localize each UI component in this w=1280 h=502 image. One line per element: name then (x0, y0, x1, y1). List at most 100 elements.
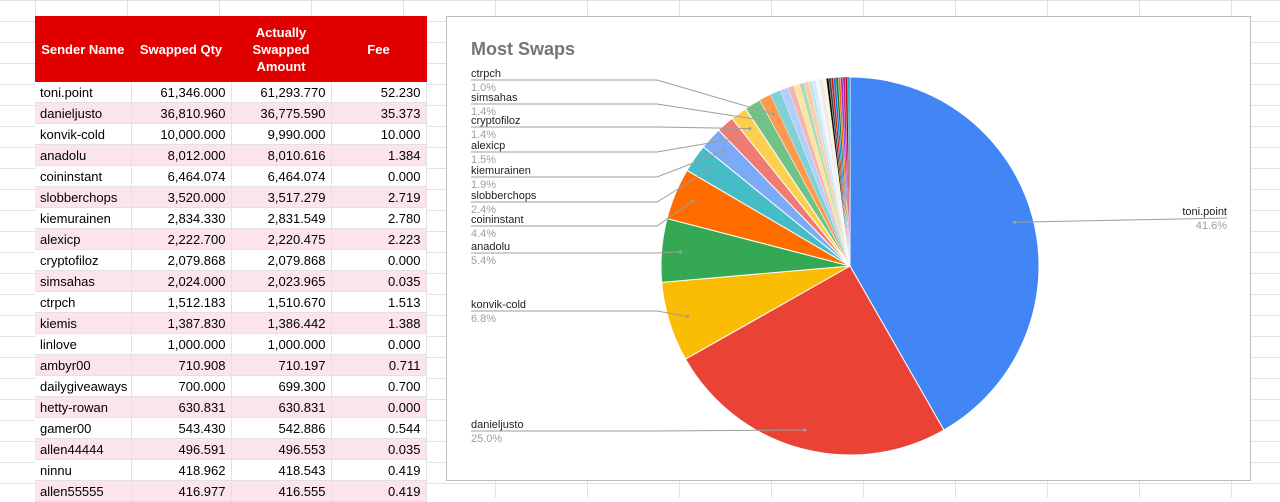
cell-actual-amount[interactable]: 496.553 (231, 438, 332, 460)
cell-actual-amount[interactable]: 710.197 (231, 354, 332, 376)
cell-sender-name[interactable]: ctrpch (35, 291, 132, 313)
cell-fee[interactable]: 0.035 (331, 270, 427, 292)
pie-chart-panel[interactable]: Most Swaps toni.point 41.6% danieljusto 25.… (446, 16, 1251, 481)
cell-actual-amount[interactable]: 8,010.616 (231, 144, 332, 166)
cell-actual-amount[interactable]: 416.555 (231, 480, 332, 502)
cell-sender-name[interactable]: allen44444 (35, 438, 132, 460)
cell-fee[interactable]: 0.035 (331, 438, 427, 460)
cell-sender-name[interactable]: toni.point (35, 82, 132, 103)
cell-swapped-qty[interactable]: 543.430 (131, 417, 232, 439)
leader-line (471, 79, 774, 115)
table-row: ninnu 418.962 418.543 0.419 (35, 459, 427, 481)
cell-fee[interactable]: 0.419 (331, 480, 427, 502)
leader-line (471, 126, 750, 130)
cell-sender-name[interactable]: linlove (35, 333, 132, 355)
pie-slice-toni.point[interactable] (849, 76, 1040, 431)
cell-sender-name[interactable]: cryptofiloz (35, 249, 132, 271)
cell-sender-name[interactable]: gamer00 (35, 417, 132, 439)
header-swapped-qty[interactable]: Swapped Qty (131, 16, 232, 82)
slice-percent-label: 1.5% (471, 154, 496, 166)
leader-dot (803, 428, 807, 432)
cell-actual-amount[interactable]: 630.831 (231, 396, 332, 418)
cell-actual-amount[interactable]: 2,831.549 (231, 207, 332, 229)
table-header-row: Sender Name Swapped Qty Actually Swapped… (35, 16, 427, 82)
cell-sender-name[interactable]: kiemurainen (35, 207, 132, 229)
cell-swapped-qty[interactable]: 700.000 (131, 375, 232, 397)
cell-swapped-qty[interactable]: 1,000.000 (131, 333, 232, 355)
cell-swapped-qty[interactable]: 2,834.330 (131, 207, 232, 229)
cell-actual-amount[interactable]: 1,000.000 (231, 333, 332, 355)
cell-actual-amount[interactable]: 1,510.670 (231, 291, 332, 313)
cell-swapped-qty[interactable]: 6,464.074 (131, 165, 232, 187)
cell-actual-amount[interactable]: 418.543 (231, 459, 332, 481)
cell-fee[interactable]: 0.544 (331, 417, 427, 439)
cell-sender-name[interactable]: coininstant (35, 165, 132, 187)
cell-fee[interactable]: 2.719 (331, 186, 427, 208)
cell-fee[interactable]: 35.373 (331, 102, 427, 124)
cell-actual-amount[interactable]: 1,386.442 (231, 312, 332, 334)
cell-sender-name[interactable]: kiemis (35, 312, 132, 334)
pie-slice-danieljusto[interactable] (684, 265, 945, 456)
cell-fee[interactable]: 0.419 (331, 459, 427, 481)
cell-swapped-qty[interactable]: 61,346.000 (131, 82, 232, 103)
cell-fee[interactable]: 52.230 (331, 82, 427, 103)
cell-swapped-qty[interactable]: 1,387.830 (131, 312, 232, 334)
cell-fee[interactable]: 0.000 (331, 165, 427, 187)
leader-dot (1012, 220, 1017, 224)
cell-swapped-qty[interactable]: 2,222.700 (131, 228, 232, 250)
cell-swapped-qty[interactable]: 630.831 (131, 396, 232, 418)
cell-fee[interactable]: 0.711 (331, 354, 427, 376)
header-fee[interactable]: Fee (331, 16, 427, 82)
table-row: danieljusto 36,810.960 36,775.590 35.373 (35, 102, 427, 124)
cell-sender-name[interactable]: anadolu (35, 144, 132, 166)
cell-swapped-qty[interactable]: 416.977 (131, 480, 232, 502)
cell-sender-name[interactable]: alexicp (35, 228, 132, 250)
cell-swapped-qty[interactable]: 3,520.000 (131, 186, 232, 208)
cell-fee[interactable]: 10.000 (331, 123, 427, 145)
cell-actual-amount[interactable]: 61,293.770 (231, 82, 332, 103)
cell-sender-name[interactable]: hetty-rowan (35, 396, 132, 418)
cell-sender-name[interactable]: allen55555 (35, 480, 132, 502)
header-actually-swapped-amount[interactable]: Actually Swapped Amount (231, 16, 332, 82)
cell-swapped-qty[interactable]: 36,810.960 (131, 102, 232, 124)
cell-fee[interactable]: 2.780 (331, 207, 427, 229)
cell-sender-name[interactable]: ambyr00 (35, 354, 132, 376)
cell-fee[interactable]: 0.000 (331, 249, 427, 271)
cell-swapped-qty[interactable]: 2,079.868 (131, 249, 232, 271)
cell-actual-amount[interactable]: 2,079.868 (231, 249, 332, 271)
cell-actual-amount[interactable]: 2,023.965 (231, 270, 332, 292)
cell-swapped-qty[interactable]: 710.908 (131, 354, 232, 376)
cell-sender-name[interactable]: dailygiveaways (35, 375, 132, 397)
cell-sender-name[interactable]: ninnu (35, 459, 132, 481)
cell-fee[interactable]: 0.000 (331, 333, 427, 355)
cell-actual-amount[interactable]: 9,990.000 (231, 123, 332, 145)
table-row: allen55555 416.977 416.555 0.419 (35, 480, 427, 502)
cell-swapped-qty[interactable]: 8,012.000 (131, 144, 232, 166)
cell-sender-name[interactable]: danieljusto (35, 102, 132, 124)
cell-fee[interactable]: 0.700 (331, 375, 427, 397)
cell-fee[interactable]: 1.384 (331, 144, 427, 166)
table-row: gamer00 543.430 542.886 0.544 (35, 417, 427, 439)
header-sender-name[interactable]: Sender Name (35, 16, 132, 82)
cell-actual-amount[interactable]: 6,464.074 (231, 165, 332, 187)
slice-percent-label: 1.9% (471, 179, 496, 191)
cell-sender-name[interactable]: simsahas (35, 270, 132, 292)
cell-swapped-qty[interactable]: 10,000.000 (131, 123, 232, 145)
table-row: kiemis 1,387.830 1,386.442 1.388 (35, 312, 427, 334)
cell-fee[interactable]: 1.388 (331, 312, 427, 334)
cell-swapped-qty[interactable]: 418.962 (131, 459, 232, 481)
cell-actual-amount[interactable]: 2,220.475 (231, 228, 332, 250)
cell-fee[interactable]: 0.000 (331, 396, 427, 418)
cell-fee[interactable]: 2.223 (331, 228, 427, 250)
cell-actual-amount[interactable]: 542.886 (231, 417, 332, 439)
cell-swapped-qty[interactable]: 496.591 (131, 438, 232, 460)
cell-swapped-qty[interactable]: 1,512.183 (131, 291, 232, 313)
cell-swapped-qty[interactable]: 2,024.000 (131, 270, 232, 292)
cell-actual-amount[interactable]: 699.300 (231, 375, 332, 397)
cell-actual-amount[interactable]: 36,775.590 (231, 102, 332, 124)
pie-slice[interactable] (847, 76, 851, 267)
cell-actual-amount[interactable]: 3,517.279 (231, 186, 332, 208)
cell-sender-name[interactable]: slobberchops (35, 186, 132, 208)
cell-fee[interactable]: 1.513 (331, 291, 427, 313)
cell-sender-name[interactable]: konvik-cold (35, 123, 132, 145)
